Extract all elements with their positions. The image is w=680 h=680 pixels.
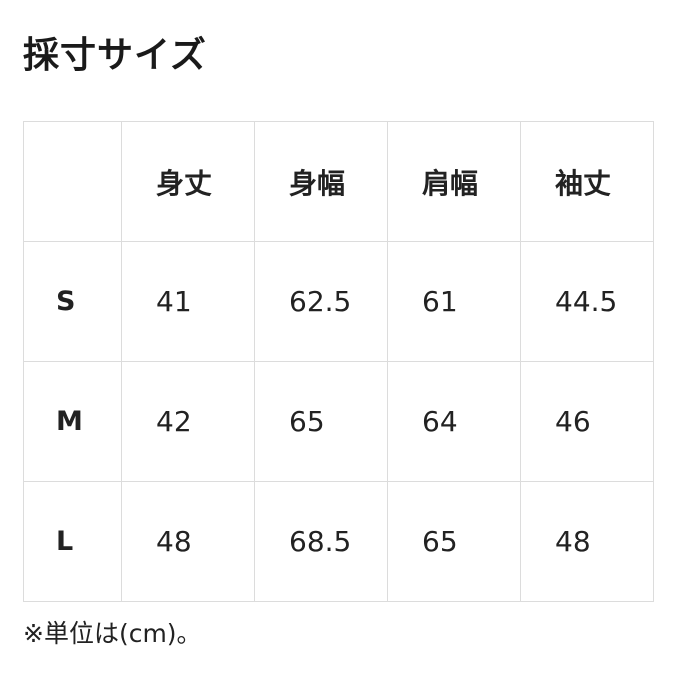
table-row: S 41 62.5 61 44.5: [23, 241, 654, 362]
size-label: M: [23, 361, 122, 482]
header-cell-sleeve: 袖丈: [520, 121, 654, 242]
unit-note: ※単位は(cm)。: [23, 619, 202, 648]
table-cell: 41: [121, 241, 255, 362]
table-cell: 65: [387, 481, 521, 602]
table-cell: 48: [121, 481, 255, 602]
table-header-row: 身丈 身幅 肩幅 袖丈: [23, 121, 654, 242]
header-cell-empty: [23, 121, 122, 242]
table-cell: 61: [387, 241, 521, 362]
header-cell-length: 身丈: [121, 121, 255, 242]
header-cell-shoulder: 肩幅: [387, 121, 521, 242]
table-cell: 68.5: [254, 481, 388, 602]
size-table: 身丈 身幅 肩幅 袖丈 S 41 62.5 61 44.5 M 42 65 64…: [23, 121, 654, 602]
table-cell: 48: [520, 481, 654, 602]
table-cell: 62.5: [254, 241, 388, 362]
table-row: M 42 65 64 46: [23, 361, 654, 482]
page-title: 採寸サイズ: [23, 35, 207, 76]
table-cell: 46: [520, 361, 654, 482]
size-label: S: [23, 241, 122, 362]
table-cell: 65: [254, 361, 388, 482]
table-cell: 64: [387, 361, 521, 482]
table-cell: 44.5: [520, 241, 654, 362]
table-cell: 42: [121, 361, 255, 482]
header-cell-width: 身幅: [254, 121, 388, 242]
size-label: L: [23, 481, 122, 602]
table-row: L 48 68.5 65 48: [23, 481, 654, 602]
